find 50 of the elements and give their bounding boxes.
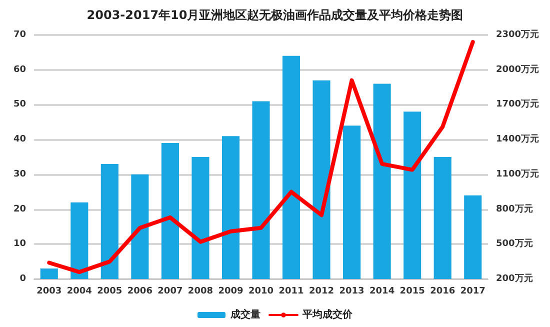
x-tick-label: 2005 (97, 286, 122, 296)
x-tick-label: 2010 (248, 286, 274, 296)
y-tick-label: 40 (13, 134, 26, 145)
y2-tick-label: 800万元 (496, 203, 533, 214)
y-tick-label: 10 (13, 239, 26, 250)
bar (131, 174, 149, 279)
chart-title: 2003-2017年10月亚洲地区赵无极油画作品成交量及平均价格走势图 (86, 8, 464, 22)
y-tick-label: 50 (13, 100, 26, 110)
x-tick-label: 2006 (127, 286, 152, 296)
bar (252, 101, 270, 279)
x-tick-label: 2008 (188, 286, 213, 296)
bar (70, 202, 88, 279)
x-tick-label: 2011 (278, 286, 304, 296)
x-tick-label: 2012 (309, 286, 334, 296)
x-tick-label: 2016 (430, 286, 456, 296)
x-tick-label: 2015 (400, 286, 425, 296)
x-tick-label: 2009 (218, 286, 244, 296)
y-tick-label: 60 (13, 64, 26, 75)
x-tick-label: 2004 (66, 286, 92, 296)
legend-label: 成交量 (230, 308, 260, 320)
x-tick-label: 2007 (158, 286, 183, 296)
x-tick-label: 2013 (339, 286, 364, 296)
bar (222, 136, 240, 279)
y-tick-label: 70 (13, 30, 26, 40)
bar (312, 80, 330, 279)
bar (373, 84, 391, 279)
y-tick-label: 20 (13, 204, 26, 214)
y2-tick-label: 200万元 (496, 273, 533, 284)
y-tick-label: 0 (20, 274, 26, 284)
bar (192, 157, 210, 279)
y2-tick-label: 500万元 (496, 238, 533, 250)
y-tick-label: 30 (13, 169, 26, 180)
bar (100, 164, 118, 279)
bar (404, 112, 422, 279)
y2-tick-label: 2000万元 (496, 64, 540, 75)
line-series (47, 40, 475, 274)
y2-tick-label: 1100万元 (496, 168, 540, 180)
bar (282, 56, 300, 279)
legend-label: 平均成交价 (302, 308, 354, 320)
bar (40, 268, 58, 279)
y2-tick-label: 2300万元 (496, 29, 540, 40)
y2-tick-label: 1400万元 (496, 134, 540, 145)
x-tick-label: 2017 (460, 286, 486, 296)
bar (464, 195, 482, 279)
bar (434, 157, 452, 279)
y2-tick-label: 1700万元 (496, 98, 540, 110)
x-tick-label: 2003 (36, 286, 62, 296)
x-tick-label: 2014 (370, 286, 395, 296)
bar (161, 143, 179, 279)
bar (343, 126, 361, 279)
